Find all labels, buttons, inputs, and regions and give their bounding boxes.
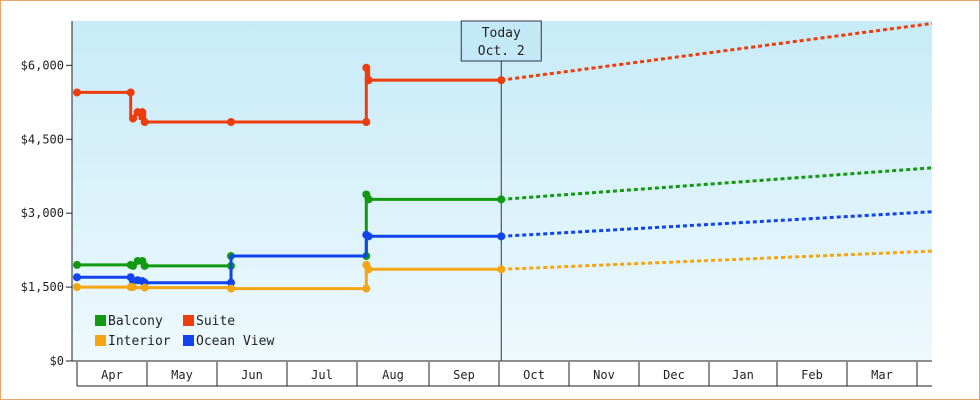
- x-tick-label: May: [171, 368, 193, 382]
- data-point-balcony: [140, 261, 149, 270]
- x-tick-label: Sep: [453, 368, 475, 382]
- data-point-ocean-view: [227, 278, 235, 287]
- data-point-interior: [227, 284, 235, 293]
- legend-label-balcony: Balcony: [108, 314, 163, 329]
- data-point-ocean-view: [497, 232, 506, 241]
- x-tick-label: Mar: [871, 368, 893, 382]
- plot-area: [72, 21, 932, 361]
- today-date-label: Oct. 2: [478, 44, 525, 59]
- y-tick-label: $1,500: [21, 280, 64, 294]
- x-tick-label: Jan: [732, 368, 754, 382]
- data-point-suite: [140, 118, 149, 127]
- data-point-balcony: [73, 260, 81, 269]
- today-marker: Today Oct. 2: [460, 20, 542, 361]
- data-point-suite: [497, 76, 506, 85]
- today-box: [460, 20, 542, 62]
- data-point-interior: [497, 265, 506, 274]
- x-tick-label: Jun: [241, 368, 263, 382]
- today-label: Today: [482, 26, 521, 41]
- axes: $0 $1,500 $3,000 $4,500 $6,000 Apr May Jun Jul Au…: [21, 21, 932, 387]
- data-point-interior: [140, 283, 149, 292]
- data-point-interior: [362, 284, 371, 293]
- x-tick-label: Apr: [101, 368, 123, 382]
- x-tick-label: Oct: [523, 368, 545, 382]
- legend: Balcony Suite Interior Ocean View: [95, 314, 274, 349]
- data-point-balcony: [364, 195, 373, 204]
- data-point-interior: [73, 283, 81, 292]
- data-point-suite: [227, 118, 235, 127]
- data-point-balcony: [497, 195, 506, 204]
- legend-swatch-interior: [95, 335, 106, 346]
- forecast-line-ocean-view: [501, 210, 933, 238]
- data-point-ocean-view: [73, 273, 81, 282]
- data-point-ocean-view: [364, 232, 373, 241]
- x-tick-label: Dec: [663, 368, 685, 382]
- legend-swatch-ocean-view: [183, 335, 194, 346]
- y-tick-label: $3,000: [21, 206, 64, 220]
- forecast-line-balcony: [501, 166, 933, 201]
- x-tick-label: Feb: [801, 368, 823, 382]
- y-tick-label: $6,000: [21, 58, 64, 72]
- data-point-interior: [129, 283, 137, 292]
- data-point-suite: [129, 114, 137, 123]
- data-point-suite: [362, 63, 371, 72]
- x-tick-label: Nov: [593, 368, 615, 382]
- data-point-suite: [73, 88, 81, 97]
- data-point-suite: [362, 118, 371, 127]
- data-point-suite: [364, 76, 373, 85]
- legend-label-ocean-view: Ocean View: [196, 334, 274, 349]
- x-tick-label: Jul: [311, 368, 333, 382]
- legend-swatch-balcony: [95, 315, 106, 326]
- forecast-line-suite: [501, 21, 933, 82]
- legend-swatch-suite: [183, 315, 194, 326]
- y-tick-label: $0: [50, 354, 64, 368]
- legend-label-interior: Interior: [108, 334, 171, 349]
- series-layer: [73, 21, 933, 293]
- data-point-interior: [364, 265, 373, 274]
- y-tick-label: $4,500: [21, 132, 64, 146]
- data-point-suite: [138, 108, 147, 117]
- forecast-line-interior: [501, 249, 933, 271]
- x-tick-label: Aug: [382, 368, 404, 382]
- data-point-suite: [126, 88, 135, 97]
- legend-label-suite: Suite: [196, 314, 235, 329]
